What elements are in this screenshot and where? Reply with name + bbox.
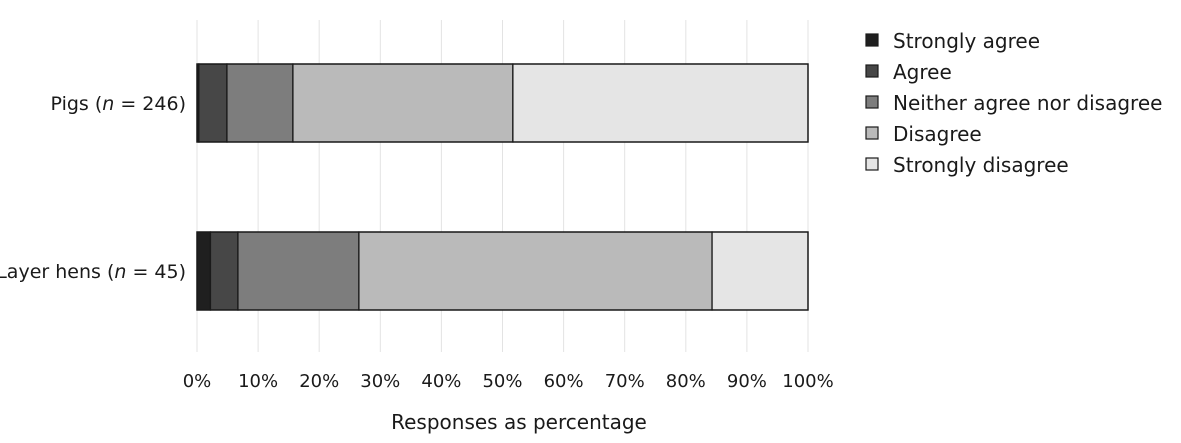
bar-segment <box>209 231 239 311</box>
legend-swatch <box>865 64 879 78</box>
legend-swatch <box>865 157 879 171</box>
legend-swatch <box>865 33 879 47</box>
x-tick-label: 0% <box>183 371 212 392</box>
x-tick-label: 10% <box>238 371 278 392</box>
bar-outline <box>196 63 809 143</box>
bar-outline <box>196 231 809 311</box>
x-tick-label: 20% <box>299 371 339 392</box>
legend-label: Neither agree nor disagree <box>893 91 1162 115</box>
x-tick-label: 100% <box>782 371 833 392</box>
bar-segment <box>358 231 713 311</box>
x-axis-label: Responses as percentage <box>391 410 647 434</box>
legend-label: Agree <box>893 60 952 84</box>
x-tick-label: 90% <box>727 371 767 392</box>
x-tick-labels: 0% 10% 20% 30% 40% 50% 60% 70% 80% 90% 100% <box>183 371 834 392</box>
bar-segment <box>711 231 809 311</box>
category-label: Layer hens (n = 45) <box>0 261 186 283</box>
category-labels: Pigs (n = 246) Layer hens (n = 45) <box>0 93 186 283</box>
bar-segment <box>196 231 212 311</box>
x-tick-label: 60% <box>544 371 584 392</box>
x-tick-label: 50% <box>482 371 522 392</box>
legend-label: Strongly agree <box>893 29 1040 53</box>
legend-swatch <box>865 126 879 140</box>
legend-label: Disagree <box>893 122 982 146</box>
x-tick-label: 70% <box>605 371 645 392</box>
x-tick-label: 80% <box>666 371 706 392</box>
bar-segment <box>198 63 228 143</box>
bar-segment <box>237 231 360 311</box>
bar-segment <box>292 63 514 143</box>
bars <box>196 63 809 311</box>
legend: Strongly agree Agree Neither agree nor dis… <box>865 29 1162 177</box>
bar-segment <box>512 63 809 143</box>
category-label: Pigs (n = 246) <box>51 93 186 115</box>
legend-label: Strongly disagree <box>893 153 1069 177</box>
legend-swatch <box>865 95 879 109</box>
bar-segment <box>226 63 294 143</box>
x-tick-label: 40% <box>421 371 461 392</box>
x-tick-label: 30% <box>360 371 400 392</box>
